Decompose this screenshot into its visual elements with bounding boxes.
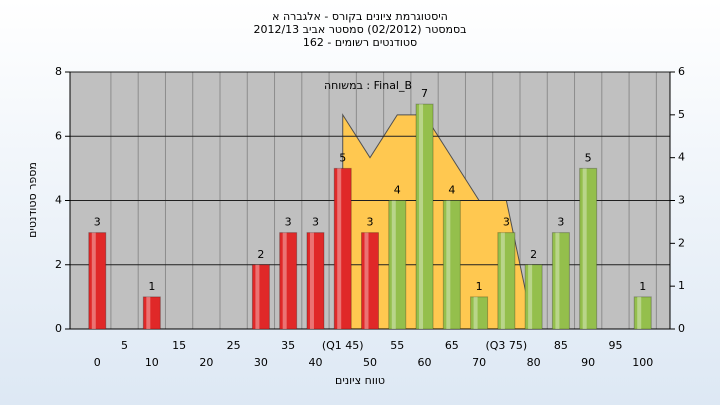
bar-highlight — [146, 296, 151, 329]
x-tick-label: 100 — [632, 356, 653, 369]
bar-highlight — [500, 232, 505, 329]
bar — [442, 200, 461, 330]
x-tick-label: 95 — [608, 339, 622, 352]
bar-highlight — [637, 296, 642, 329]
x-tick-label: 55 — [390, 339, 404, 352]
bar-highlight — [282, 232, 287, 329]
bar-highlight — [528, 264, 533, 329]
bar — [551, 232, 570, 330]
bar — [497, 232, 516, 330]
data-label: 5 — [585, 151, 592, 164]
bar — [333, 167, 352, 330]
y-tick-label: 8 — [55, 65, 62, 78]
data-label: 3 — [312, 216, 319, 229]
bar-highlight — [364, 232, 369, 329]
x-tick-label: 5 — [121, 339, 128, 352]
data-label: 3 — [503, 216, 510, 229]
x-tick-label: 50 — [363, 356, 377, 369]
bar-highlight — [582, 168, 587, 329]
y2-tick-label: 4 — [678, 151, 685, 164]
y2-tick-label: 5 — [678, 108, 685, 121]
x-tick-label: 90 — [581, 356, 595, 369]
x-tick-label: 80 — [527, 356, 541, 369]
x-tick-label: 30 — [254, 356, 268, 369]
chart-title: היסטוגרמת ציונים בקורס - אלגברה א — [272, 10, 448, 23]
y2-tick-label: 6 — [678, 65, 685, 78]
y-tick-label: 0 — [55, 322, 62, 335]
chart-subtitle: סטודנטים רשומים - 162 — [303, 36, 417, 49]
data-label: 2 — [257, 248, 264, 261]
x-tick-label: 0 — [94, 356, 101, 369]
bar — [279, 232, 298, 330]
bar-highlight — [391, 200, 396, 329]
data-label: 1 — [639, 280, 646, 293]
y2-tick-label: 3 — [678, 194, 685, 207]
data-label: 3 — [285, 216, 292, 229]
bar — [142, 296, 161, 330]
x-tick-label: 35 — [281, 339, 295, 352]
x-tick-label: (Q3 75) — [485, 339, 527, 352]
x-tick-label: 10 — [145, 356, 159, 369]
x-tick-label: 15 — [172, 339, 186, 352]
bar-highlight — [255, 264, 260, 329]
y-tick-label: 2 — [55, 258, 62, 271]
bar — [470, 296, 489, 330]
x-tick-label: 40 — [308, 356, 322, 369]
bar — [361, 232, 379, 330]
x-tick-label: 70 — [472, 356, 486, 369]
data-label: 4 — [394, 184, 401, 197]
x-axis-label: טווח ציונים — [335, 374, 385, 387]
data-label: 1 — [148, 280, 155, 293]
bar — [524, 264, 543, 330]
data-label: 5 — [339, 151, 346, 164]
y-tick-label: 6 — [55, 129, 62, 142]
y-tick-label: 4 — [55, 194, 62, 207]
bar-highlight — [473, 296, 478, 329]
data-label: 7 — [421, 87, 428, 100]
data-label: 4 — [448, 184, 455, 197]
x-tick-label: (Q1 45) — [322, 339, 364, 352]
bar-highlight — [419, 104, 424, 329]
chart-subtitle: בסמסטר (02/2012) סמסטר אביב 2012/13 — [253, 23, 466, 36]
data-label: 3 — [557, 216, 564, 229]
y2-tick-label: 2 — [678, 236, 685, 249]
data-label: 2 — [530, 248, 537, 261]
y-axis-label: מספר סטודנטים — [26, 162, 39, 238]
bar — [415, 103, 434, 330]
bar — [579, 167, 598, 330]
x-tick-label: 85 — [554, 339, 568, 352]
bar — [306, 232, 325, 330]
x-tick-label: 25 — [227, 339, 241, 352]
y2-tick-label: 1 — [678, 279, 685, 292]
data-label: 1 — [476, 280, 483, 293]
x-tick-label: 65 — [445, 339, 459, 352]
bar — [251, 264, 270, 330]
y2-tick-label: 0 — [678, 322, 685, 335]
bar — [388, 200, 407, 330]
bar — [633, 296, 652, 330]
bar-highlight — [309, 232, 314, 329]
bar — [88, 232, 107, 330]
data-label: 3 — [94, 216, 101, 229]
data-label: 3 — [367, 216, 374, 229]
x-tick-label: 60 — [418, 356, 432, 369]
annotation: במשוחה : Final_B — [324, 79, 412, 92]
bar-highlight — [337, 168, 342, 329]
bar-highlight — [555, 232, 560, 329]
bar-highlight — [91, 232, 96, 329]
x-tick-label: 20 — [199, 356, 213, 369]
bar-highlight — [446, 200, 451, 329]
